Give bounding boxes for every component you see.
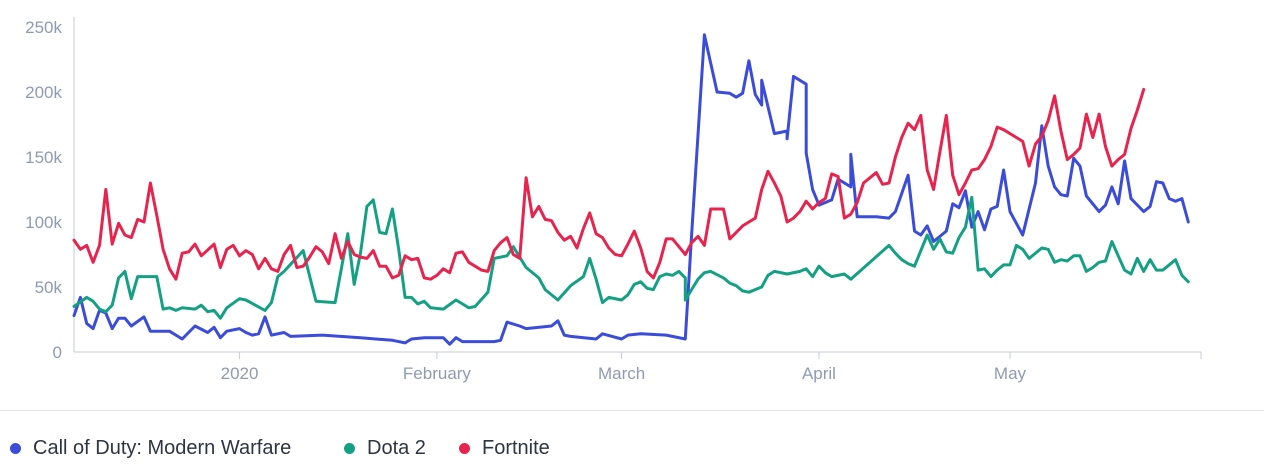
legend-label-dota-2: Dota 2 <box>367 437 426 459</box>
line-chart: 0 50k 100k 150k 200k 250k 2020 February March Ap… <box>25 17 1202 383</box>
series-line-dota-2[interactable] <box>72 195 1190 320</box>
y-tick-label: 150k <box>25 148 62 167</box>
series-line-call-of-duty-modern-warfare[interactable] <box>72 33 1190 346</box>
x-tick-label: February <box>403 364 472 383</box>
legend-item-dota-2[interactable]: Dota 2 <box>344 437 426 460</box>
legend-swatch-dota-2 <box>344 443 355 454</box>
legend: Call of Duty: Modern Warfare Dota 2 Fort… <box>0 410 1264 474</box>
legend-swatch-call-of-duty <box>10 443 21 454</box>
y-tick-label: 50k <box>35 278 63 297</box>
y-tick-label: 250k <box>25 18 62 37</box>
legend-label-call-of-duty: Call of Duty: Modern Warfare <box>33 437 292 459</box>
x-tick-label: May <box>994 364 1027 383</box>
legend-item-call-of-duty[interactable]: Call of Duty: Modern Warfare <box>10 437 291 460</box>
y-tick-label: 100k <box>25 213 62 232</box>
y-tick-label: 0 <box>53 343 62 362</box>
legend-item-fortnite[interactable]: Fortnite <box>459 437 550 460</box>
legend-label-fortnite: Fortnite <box>482 437 550 459</box>
y-axis: 0 50k 100k 150k 200k 250k <box>25 17 75 362</box>
x-tick-label: April <box>802 364 836 383</box>
x-tick-label: 2020 <box>221 364 259 383</box>
legend-swatch-fortnite <box>459 443 470 454</box>
x-axis: 2020 February March April May <box>74 351 1202 383</box>
series-line-fortnite[interactable] <box>72 87 1146 281</box>
x-tick-label: March <box>598 364 645 383</box>
y-tick-label: 200k <box>25 83 62 102</box>
plot-lines <box>72 33 1190 346</box>
